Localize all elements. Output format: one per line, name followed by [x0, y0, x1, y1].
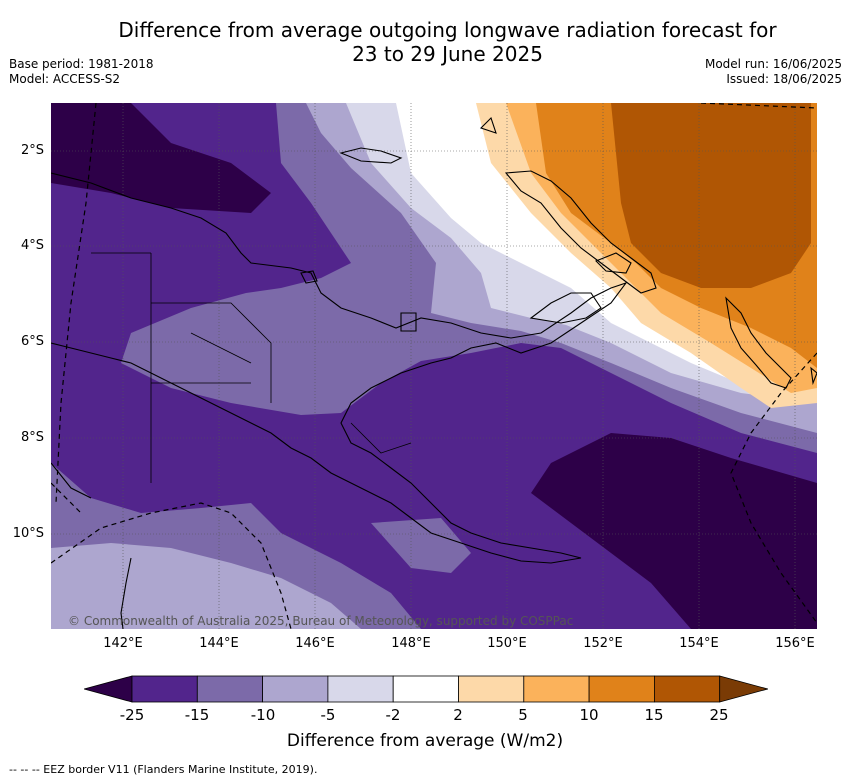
colorbar-swatch	[392, 675, 459, 703]
base-period: Base period: 1981-2018	[9, 57, 154, 71]
model-name: Model: ACCESS-S2	[9, 72, 121, 86]
province-borders	[91, 252, 412, 483]
lat-label: 4°S	[20, 238, 44, 253]
issued-date: Issued: 18/06/2025	[726, 72, 842, 86]
lon-label: 154°E	[679, 636, 719, 651]
band-minus-25-northwest	[51, 103, 271, 213]
colorbar-tick: 15	[644, 706, 664, 724]
lat-label: 10°S	[12, 526, 44, 541]
band-minus-10-south	[371, 518, 471, 573]
lon-label: 156°E	[775, 636, 815, 651]
colorbar-swatch	[458, 675, 525, 703]
colorbar-tick: 10	[579, 706, 599, 724]
map-area	[51, 103, 817, 629]
gridlines	[51, 103, 817, 629]
map-title: Difference from average outgoing longwav…	[60, 18, 835, 66]
lon-label: 152°E	[583, 636, 623, 651]
coastlines	[51, 116, 817, 629]
meta-right: Model run: 16/06/2025 Issued: 18/06/2025	[705, 57, 842, 87]
lat-label: 2°S	[20, 143, 44, 158]
band-plus-15	[611, 103, 811, 288]
meta-left: Base period: 1981-2018 Model: ACCESS-S2	[9, 57, 154, 87]
colorbar-swatch	[654, 675, 721, 703]
title-line-2: 23 to 29 June 2025	[352, 42, 543, 66]
colorbar-tick: -2	[385, 706, 401, 724]
colorbar-swatch	[523, 675, 590, 703]
eez-footnote: -- -- -- EEZ border V11 (Flanders Marine…	[9, 763, 318, 776]
lon-label: 146°E	[295, 636, 335, 651]
colorbar-title: Difference from average (W/m2)	[286, 731, 564, 751]
lat-label: 6°S	[20, 334, 44, 349]
lon-label: 148°E	[391, 636, 431, 651]
colorbar-tick: -10	[250, 706, 276, 724]
colorbar-tick: -15	[184, 706, 210, 724]
anomaly-map	[51, 103, 817, 629]
colorbar-swatch	[327, 675, 394, 703]
lat-label: 8°S	[20, 430, 44, 445]
colorbar-tick: 2	[453, 706, 463, 724]
band-minus-5-southwest	[51, 543, 361, 629]
colorbar-swatch	[131, 675, 198, 703]
eez-borders	[51, 103, 817, 629]
lon-label: 142°E	[103, 636, 143, 651]
colorbar-swatch	[262, 675, 329, 703]
colorbar-tick: -25	[119, 706, 145, 724]
colorbar	[84, 675, 768, 703]
colorbar-extend-high	[719, 675, 768, 703]
colorbar-extend-low	[84, 675, 133, 703]
title-line-1: Difference from average outgoing longwav…	[118, 18, 777, 42]
copyright-notice: © Commonwealth of Australia 2025, Bureau…	[68, 614, 574, 628]
band-minus-25-southeast	[531, 433, 817, 629]
colorbar-tick: 25	[709, 706, 729, 724]
colorbar-swatch	[196, 675, 264, 703]
colorbar-tick: -5	[320, 706, 336, 724]
lon-label: 150°E	[487, 636, 527, 651]
colorbar-swatch	[588, 675, 655, 703]
model-run: Model run: 16/06/2025	[704, 57, 842, 71]
lon-label: 144°E	[199, 636, 239, 651]
colorbar-tick: 5	[518, 706, 528, 724]
